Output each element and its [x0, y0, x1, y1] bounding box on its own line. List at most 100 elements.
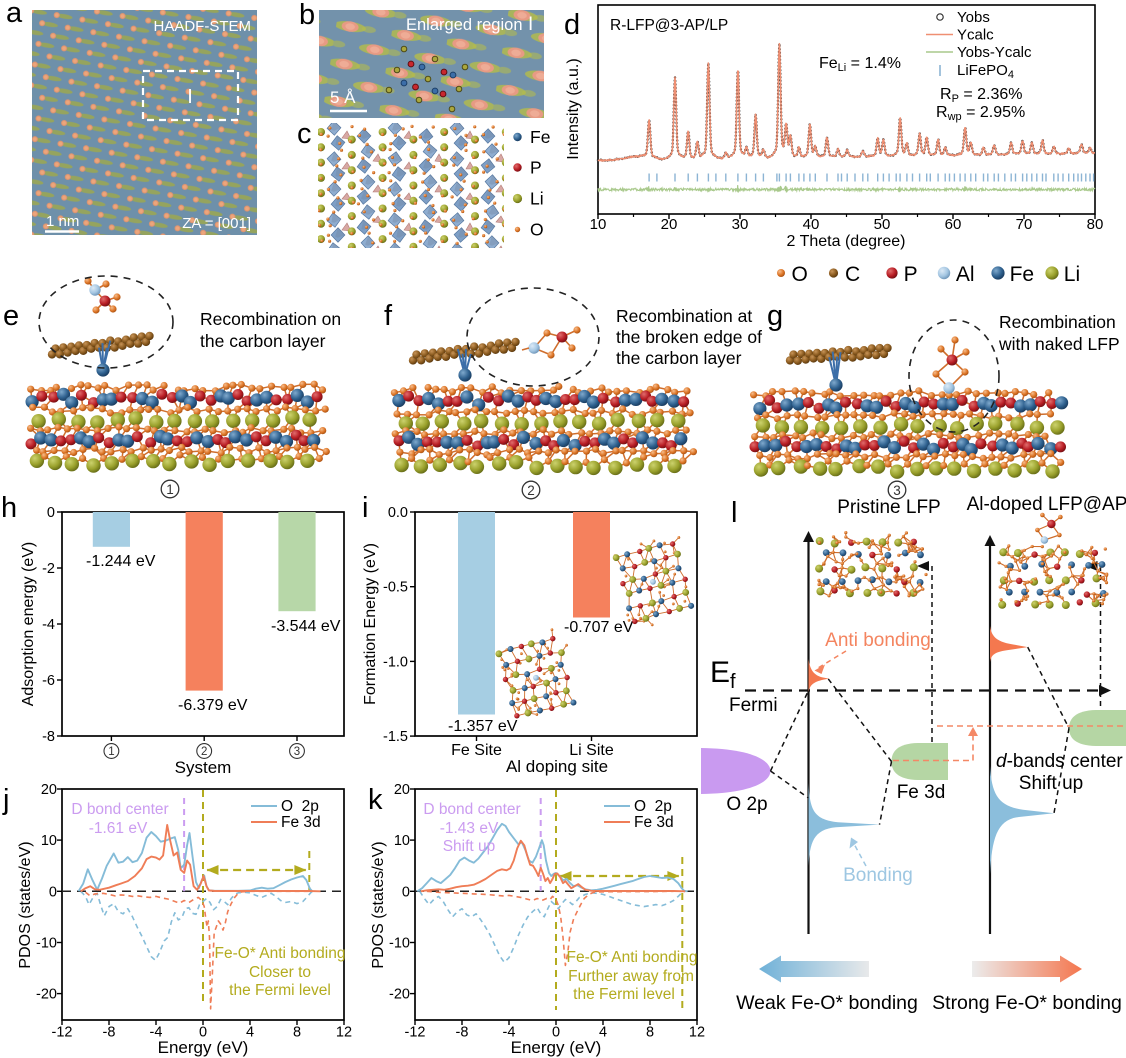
svg-text:0.0: 0.0: [388, 505, 408, 521]
svg-text:Fe Site: Fe Site: [451, 742, 502, 759]
svg-text:Recombination at: Recombination at: [616, 306, 752, 326]
svg-text:2: 2: [527, 483, 535, 498]
svg-text:Pristine LFP: Pristine LFP: [837, 497, 940, 518]
svg-text:-1.61 eV: -1.61 eV: [89, 820, 148, 837]
svg-text:3: 3: [893, 483, 901, 498]
svg-text:C: C: [845, 263, 860, 286]
svg-text:Closer to: Closer to: [249, 964, 311, 981]
svg-text:P: P: [904, 263, 918, 286]
svg-text:2 Theta (degree): 2 Theta (degree): [787, 233, 906, 250]
svg-text:-3.544 eV: -3.544 eV: [271, 618, 341, 635]
svg-text:FeLi = 1.4%: FeLi = 1.4%: [819, 55, 901, 74]
svg-text:-6.379 eV: -6.379 eV: [178, 697, 248, 714]
svg-text:h: h: [1, 492, 17, 524]
svg-text:-20: -20: [36, 987, 57, 1003]
svg-text:O: O: [530, 220, 544, 240]
svg-text:the carbon layer: the carbon layer: [200, 331, 326, 351]
svg-text:Bonding: Bonding: [843, 865, 913, 886]
svg-text:-1.0: -1.0: [383, 654, 408, 670]
svg-text:Fe: Fe: [1010, 263, 1035, 286]
svg-text:g: g: [767, 300, 783, 332]
svg-text:Fermi: Fermi: [729, 695, 778, 716]
svg-text:20: 20: [661, 216, 678, 233]
svg-text:Fe-O* Anti bonding: Fe-O* Anti bonding: [215, 945, 346, 962]
svg-text:c: c: [297, 118, 312, 150]
svg-text:1: 1: [166, 482, 174, 497]
svg-text:-20: -20: [389, 987, 410, 1003]
svg-text:d-bands center: d-bands center: [996, 751, 1123, 772]
svg-text:40: 40: [803, 216, 820, 233]
svg-text:Fe 3d: Fe 3d: [897, 782, 946, 803]
svg-text:12: 12: [689, 1025, 705, 1041]
svg-text:Yobs-Ycalc: Yobs-Ycalc: [957, 44, 1032, 61]
svg-text:Al-doped LFP@AP: Al-doped LFP@AP: [967, 494, 1126, 515]
svg-text:0: 0: [49, 884, 57, 900]
svg-text:the carbon layer: the carbon layer: [616, 348, 742, 368]
svg-text:D bond center: D bond center: [71, 801, 168, 818]
svg-text:Formation Energy (eV): Formation Energy (eV): [362, 543, 379, 705]
svg-text:-1.43 eV: -1.43 eV: [440, 820, 499, 837]
svg-text:-12: -12: [405, 1025, 426, 1041]
svg-text:-4: -4: [503, 1025, 516, 1041]
svg-text:l: l: [731, 497, 737, 529]
svg-text:with naked LFP: with naked LFP: [998, 334, 1120, 354]
svg-text:a: a: [6, 0, 23, 29]
svg-text:4: 4: [246, 1025, 254, 1041]
svg-text:Li: Li: [1064, 263, 1080, 286]
svg-text:the Fermi level: the Fermi level: [573, 986, 675, 1003]
svg-text:Recombination: Recombination: [999, 312, 1116, 332]
svg-text:8: 8: [646, 1025, 654, 1041]
svg-text:Shift up: Shift up: [1019, 773, 1083, 794]
svg-text:-10: -10: [389, 936, 410, 952]
svg-text:R-LFP@3-AP/LP: R-LFP@3-AP/LP: [610, 17, 728, 34]
svg-text:0: 0: [47, 505, 55, 521]
svg-text:RP = 2.36%: RP = 2.36%: [940, 86, 1023, 105]
svg-text:-1.357 eV: -1.357 eV: [448, 718, 518, 735]
svg-text:-0.707 eV: -0.707 eV: [564, 619, 634, 636]
svg-text:1 nm: 1 nm: [46, 213, 79, 230]
svg-text:-8: -8: [456, 1025, 469, 1041]
svg-text:30: 30: [732, 216, 749, 233]
svg-text:3: 3: [294, 746, 300, 758]
svg-text:I: I: [528, 14, 533, 35]
svg-text:ZA = [001]: ZA = [001]: [182, 215, 251, 232]
svg-text:Ef: Ef: [710, 656, 736, 693]
svg-text:Ycalc: Ycalc: [957, 27, 994, 44]
svg-text:d: d: [564, 9, 580, 41]
svg-text:5 Å: 5 Å: [330, 88, 356, 107]
svg-text:PDOS (states/eV): PDOS (states/eV): [17, 841, 34, 968]
svg-text:System: System: [175, 758, 232, 777]
svg-text:the Fermi level: the Fermi level: [229, 982, 331, 999]
svg-text:Adsorption energy (eV): Adsorption energy (eV): [20, 542, 37, 707]
svg-text:70: 70: [1016, 216, 1033, 233]
svg-text:Fe-O* Anti bonding: Fe-O* Anti bonding: [567, 949, 698, 966]
svg-text:Fe 3d: Fe 3d: [634, 814, 674, 831]
svg-text:-4: -4: [42, 617, 55, 633]
svg-text:10: 10: [590, 216, 607, 233]
svg-text:e: e: [3, 300, 19, 332]
svg-text:i: i: [362, 492, 368, 524]
svg-text:k: k: [368, 784, 383, 816]
svg-text:O 2p: O 2p: [726, 794, 767, 815]
svg-text:f: f: [384, 300, 393, 332]
svg-text:Fe: Fe: [530, 127, 550, 147]
svg-text:Energy (eV): Energy (eV): [511, 1038, 602, 1057]
svg-text:Yobs: Yobs: [957, 9, 990, 26]
svg-text:4: 4: [599, 1025, 607, 1041]
svg-text:10: 10: [394, 833, 410, 849]
svg-text:2: 2: [201, 746, 207, 758]
svg-text:O 2p: O 2p: [634, 798, 672, 815]
svg-text:0: 0: [402, 884, 410, 900]
svg-text:Li: Li: [530, 189, 544, 209]
svg-text:I: I: [187, 86, 193, 108]
svg-text:50: 50: [874, 216, 891, 233]
svg-text:Strong Fe-O* bonding: Strong Fe-O* bonding: [932, 992, 1122, 1014]
svg-text:20: 20: [394, 782, 410, 798]
svg-text:Al: Al: [956, 263, 975, 286]
svg-text:-1.5: -1.5: [383, 729, 408, 745]
svg-text:Intensity (a.u.): Intensity (a.u.): [565, 58, 582, 159]
svg-text:LiFePO4: LiFePO4: [957, 62, 1014, 81]
svg-text:b: b: [299, 0, 315, 31]
svg-text:Anti bonding: Anti bonding: [825, 630, 931, 651]
svg-text:Recombination on: Recombination on: [200, 309, 341, 329]
